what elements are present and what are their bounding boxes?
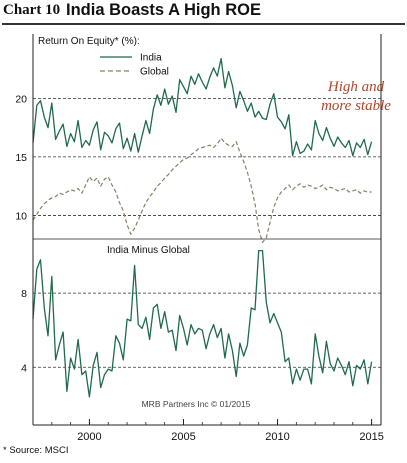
legend: India Global bbox=[100, 53, 169, 78]
legend-label-global: Global bbox=[140, 67, 169, 78]
top-y-ticks: 10 15 20 bbox=[15, 93, 27, 222]
top-series-india bbox=[32, 57, 373, 157]
top-panel-title: Return On Equity* (%): bbox=[38, 36, 140, 47]
chart-number: Chart 10 bbox=[3, 2, 61, 18]
spread-panel: India Minus Global 48 MRB Partners Inc ©… bbox=[21, 245, 381, 409]
top-ytick-label: 10 bbox=[15, 210, 27, 222]
top-ytick-label: 15 bbox=[15, 152, 27, 164]
bottom-panel-title: India Minus Global bbox=[107, 245, 190, 256]
chart-header: Chart 10 India Boasts A High ROE bbox=[0, 0, 407, 25]
top-series-lines bbox=[32, 57, 373, 243]
annotation-line: more stable bbox=[321, 98, 391, 114]
annotation-text: High and more stable bbox=[321, 79, 391, 114]
title-rule bbox=[2, 23, 405, 25]
x-tick-label: 2000 bbox=[77, 431, 101, 443]
bottom-series-line bbox=[32, 249, 373, 398]
annotation-line: High and bbox=[327, 79, 385, 95]
x-axis-ticks: 2000 2005 2010 2015 bbox=[32, 419, 384, 443]
top-series-global bbox=[32, 137, 372, 243]
chart-title: India Boasts A High ROE bbox=[66, 1, 261, 19]
roe-panel: Return On Equity* (%): 10 15 20 India Glob… bbox=[15, 36, 391, 243]
source-note: * Source: MSCI bbox=[3, 445, 69, 456]
x-tick-label: 2015 bbox=[359, 431, 383, 443]
watermark: MRB Partners Inc © 01/2015 bbox=[142, 399, 251, 409]
x-tick-label: 2005 bbox=[171, 431, 195, 443]
bottom-ytick-label: 4 bbox=[21, 362, 27, 374]
legend-label-india: India bbox=[140, 53, 162, 64]
bottom-series-line bbox=[32, 249, 373, 398]
x-tick-label: 2010 bbox=[265, 431, 289, 443]
plot-frame bbox=[32, 34, 382, 426]
top-gridlines bbox=[33, 97, 381, 216]
top-ytick-label: 20 bbox=[15, 93, 27, 105]
bottom-y-ticks: 48 bbox=[21, 288, 27, 374]
bottom-ytick-label: 8 bbox=[21, 288, 27, 300]
